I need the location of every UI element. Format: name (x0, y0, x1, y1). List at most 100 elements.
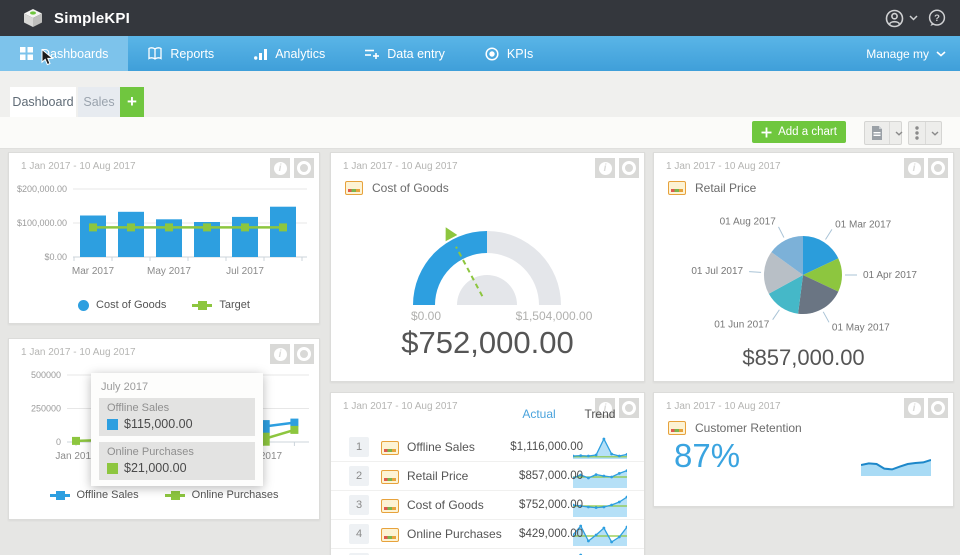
info-icon: i (598, 401, 612, 415)
chart-tooltip: July 2017 Offline Sales $115,000.00 Onli… (91, 373, 263, 486)
gauge-min-label: $0.00 (410, 309, 442, 323)
widget-info-button[interactable]: i (270, 344, 290, 364)
tooltip-entry: Offline Sales $115,000.00 (99, 398, 255, 436)
kpi-icon (345, 181, 363, 195)
legend-item-target[interactable]: Target (192, 299, 250, 311)
manage-my-menu[interactable]: Manage my (866, 36, 946, 71)
nav-item-kpis[interactable]: KPIs (465, 36, 553, 71)
rank-badge: 2 (349, 466, 369, 486)
legend-label: Target (219, 299, 250, 311)
kpi-list-row[interactable]: 4 Online Purchases $429,000.00 (331, 519, 644, 548)
plus-icon (761, 127, 772, 137)
kpi-name: Online Purchases (407, 527, 502, 541)
trend-sparkline (573, 495, 627, 517)
kpi-list-row[interactable]: 1 Offline Sales $1,116,000.00 (331, 433, 644, 461)
column-header-actual[interactable]: Actual (522, 407, 556, 421)
widget-gauge: 1 Jan 2017 - 10 Aug 2017 i Cost of Goods… (330, 152, 645, 382)
add-a-chart-button[interactable]: Add a chart (752, 121, 846, 143)
nav-item-data-entry[interactable]: Data entry (345, 36, 465, 71)
legend-marker (164, 490, 185, 500)
widget-settings-button[interactable] (619, 158, 639, 178)
kpi-list-row[interactable]: 2 Retail Price $857,000.00 (331, 461, 644, 490)
chart-legend: Cost of Goods Target (9, 299, 319, 311)
widget-settings-button[interactable] (928, 158, 948, 178)
svg-text:Jan 2017: Jan 2017 (55, 451, 97, 462)
legend-label: Online Purchases (191, 489, 279, 501)
tab-sales[interactable]: Sales (78, 87, 120, 117)
chevron-down-icon (931, 130, 939, 136)
series-color-swatch (107, 462, 118, 474)
widget-info-button[interactable]: i (904, 158, 924, 178)
kpi-icon (381, 470, 399, 484)
widget-info-button[interactable]: i (904, 398, 924, 418)
kebab-icon (915, 126, 919, 140)
info-icon: i (273, 347, 287, 361)
legend-item-online-purchases[interactable]: Online Purchases (164, 489, 279, 501)
widget-settings-button[interactable] (294, 158, 314, 178)
nav-label: Dashboards (41, 46, 109, 61)
kpi-name: Cost of Goods (372, 181, 449, 195)
pie-chart[interactable]: 01 Mar 2017 01 Apr 2017 01 May 2017 01 Jun … (654, 193, 953, 345)
chevron-down-icon (909, 15, 918, 21)
dashboard-tabs: Dashboard Sales + (0, 71, 960, 117)
kpi-name: Offline Sales (407, 440, 475, 454)
analytics-icon (254, 49, 268, 60)
gauge-value: $752,000.00 (401, 325, 574, 360)
widget-date-range: 1 Jan 2017 - 10 Aug 2017 (666, 401, 781, 412)
trend-sparkline (573, 469, 627, 488)
help-icon: ? (928, 9, 946, 26)
nav-item-dashboards[interactable]: Dashboards (0, 36, 129, 71)
widget-settings-button[interactable] (294, 344, 314, 364)
gauge-max-label: $1,504,000.00 (515, 309, 593, 323)
svg-text:0: 0 (56, 437, 61, 447)
legend-item-offline-sales[interactable]: Offline Sales (49, 489, 139, 501)
gauge-chart[interactable] (331, 173, 644, 307)
chevron-down-icon (936, 50, 946, 57)
widget-settings-button[interactable] (928, 398, 948, 418)
legend-marker (78, 299, 90, 311)
widget-info-button[interactable]: i (270, 158, 290, 178)
tab-dashboard[interactable]: Dashboard (10, 87, 76, 117)
widget-kpi-list: 1 Jan 2017 - 10 Aug 2017 i Actual Trend … (330, 392, 645, 555)
add-tab-button[interactable]: + (120, 87, 144, 117)
svg-text:01 Jul 2017: 01 Jul 2017 (691, 266, 743, 277)
tooltip-series-value: $21,000.00 (124, 461, 187, 475)
tab-label: Sales (83, 95, 115, 109)
legend-item-cost-of-goods[interactable]: Cost of Goods (78, 299, 166, 311)
kpi-icon (381, 499, 399, 513)
export-pdf-button[interactable] (864, 121, 903, 145)
widget-line-chart: 1 Jan 2017 - 10 Aug 2017 i 0 250000 500000… (8, 338, 320, 520)
widget-settings-button[interactable] (619, 398, 639, 418)
more-options-button[interactable] (908, 121, 942, 145)
kpi-list-rows: 1 Offline Sales $1,116,000.00 2 Retail Price… (331, 433, 644, 555)
svg-text:Jul 2017: Jul 2017 (226, 266, 264, 277)
kpi-icon (381, 441, 399, 455)
tab-label: Dashboard (12, 95, 74, 109)
column-header-trend[interactable]: Trend (584, 407, 616, 421)
bar-chart[interactable]: $0.00 $100,000.00 $200,000.00 Mar 2017 May 2… (9, 179, 319, 301)
kpi-name: Retail Price (407, 469, 469, 483)
nav-item-analytics[interactable]: Analytics (234, 36, 345, 71)
widget-info-button[interactable]: i (595, 158, 615, 178)
pdf-export-icon (872, 126, 882, 140)
help-button[interactable]: ? (928, 9, 946, 27)
widget-info-button[interactable]: i (595, 398, 615, 418)
widget-date-range: 1 Jan 2017 - 10 Aug 2017 (343, 161, 458, 172)
svg-text:$200,000.00: $200,000.00 (17, 184, 67, 194)
rank-badge: 4 (349, 524, 369, 544)
kpi-list-row[interactable] (331, 548, 644, 555)
svg-text:01 Jun 2017: 01 Jun 2017 (714, 320, 769, 331)
dashboard-toolbar: Add a chart (0, 117, 960, 149)
user-account-menu[interactable] (885, 9, 918, 28)
trend-sparkline (573, 437, 627, 459)
kpi-name: Cost of Goods (407, 498, 484, 512)
kpi-title-row: Cost of Goods (345, 181, 449, 195)
svg-text:?: ? (934, 13, 940, 24)
nav-item-reports[interactable]: Reports (128, 36, 234, 71)
data-entry-icon (365, 49, 380, 59)
legend-label: Offline Sales (76, 489, 139, 501)
widget-date-range: 1 Jan 2017 - 10 Aug 2017 (21, 347, 136, 358)
kpi-list-row[interactable]: 3 Cost of Goods $752,000.00 (331, 490, 644, 519)
kpi-actual-value: $429,000.00 (519, 528, 583, 540)
